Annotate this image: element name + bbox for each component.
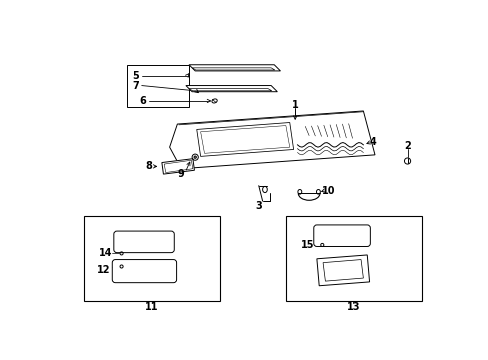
Text: 13: 13 bbox=[346, 302, 359, 311]
Text: 1: 1 bbox=[291, 100, 298, 110]
Text: 9: 9 bbox=[178, 169, 184, 179]
FancyBboxPatch shape bbox=[112, 260, 176, 283]
Text: 14: 14 bbox=[99, 248, 113, 258]
Bar bbox=[127, 65, 189, 107]
Text: 11: 11 bbox=[145, 302, 158, 311]
Polygon shape bbox=[189, 65, 280, 71]
Text: 10: 10 bbox=[321, 186, 335, 196]
Polygon shape bbox=[196, 122, 293, 156]
Text: 6: 6 bbox=[139, 96, 145, 106]
Text: 3: 3 bbox=[255, 202, 262, 211]
Polygon shape bbox=[192, 68, 274, 70]
Polygon shape bbox=[162, 159, 194, 174]
FancyBboxPatch shape bbox=[313, 225, 369, 247]
Polygon shape bbox=[189, 89, 271, 91]
Bar bbox=[84, 216, 220, 301]
Polygon shape bbox=[169, 111, 374, 169]
Polygon shape bbox=[316, 255, 369, 286]
Text: 15: 15 bbox=[300, 240, 314, 250]
Text: 12: 12 bbox=[97, 265, 110, 275]
FancyBboxPatch shape bbox=[114, 231, 174, 253]
Bar bbox=[285, 216, 421, 301]
Ellipse shape bbox=[194, 156, 196, 158]
Text: 4: 4 bbox=[369, 137, 376, 147]
Text: 7: 7 bbox=[132, 81, 139, 91]
Text: 8: 8 bbox=[145, 161, 152, 171]
Text: 2: 2 bbox=[404, 141, 410, 150]
Text: 5: 5 bbox=[132, 71, 139, 81]
Polygon shape bbox=[185, 86, 277, 92]
